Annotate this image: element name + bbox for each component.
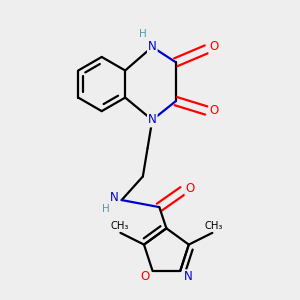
Text: N: N [148,40,157,53]
Text: O: O [209,40,219,53]
Text: N: N [110,191,119,204]
Text: H: H [139,29,147,39]
Text: CH₃: CH₃ [110,221,128,231]
Text: O: O [185,182,195,195]
Text: N: N [183,270,192,283]
Text: O: O [141,270,150,283]
Text: N: N [148,113,157,127]
Text: H: H [103,205,110,214]
Text: O: O [209,104,219,117]
Text: CH₃: CH₃ [204,221,223,231]
